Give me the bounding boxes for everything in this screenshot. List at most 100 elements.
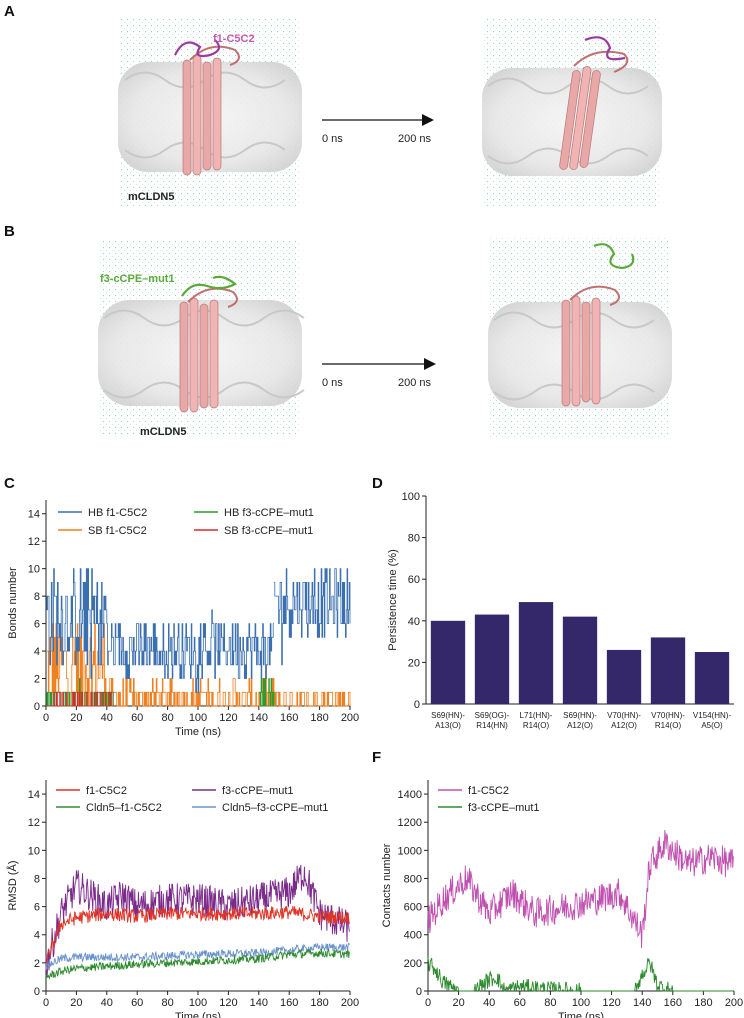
md-snapshot-a-end: [482, 18, 662, 206]
time-arrow-b: [322, 358, 436, 370]
x-tick-label: 0: [43, 712, 49, 724]
legend-label: f3-cCPE–mut1: [222, 785, 294, 797]
y-tick-label: 12: [28, 536, 40, 548]
y-tick-label: 200: [404, 958, 422, 970]
legend-label: f3-cCPE–mut1: [468, 802, 540, 814]
series-line: [274, 568, 351, 666]
x-tick-label: 120: [219, 712, 237, 724]
y-tick-label: 4: [34, 646, 40, 658]
x-axis-label: Time (ns): [175, 726, 221, 738]
time-start-b: 0 ns: [322, 377, 343, 389]
bar: [606, 649, 642, 704]
chart-e-rmsd: 0 20 40 60 80 100 120 140 160 180 200 0 2 4 6 8 10 12 14 Ti…: [6, 780, 359, 1018]
chart-c-bonds-number: 0 20 40 60 80 100 120 140 160 180 200 0 2 4 6 8 10 12 14 Ti…: [7, 500, 359, 738]
bar: [562, 616, 598, 704]
panel-label-e: E: [4, 749, 14, 766]
x-tick-label: 40: [483, 997, 495, 1009]
chart-d-persistence-time: 0 20 40 60 80 100 Persistence time (%) S69(HN)-…: [387, 491, 734, 730]
y-tick-label: 10: [28, 845, 40, 857]
md-snapshot-b-end: [488, 238, 672, 438]
x-tick-label: 60: [131, 712, 143, 724]
legend-label: Cldn5–f1-C5C2: [86, 802, 162, 814]
bar: [430, 620, 466, 704]
chart-f-contacts-number: 0 20 40 60 80 100 120 140 160 180 200 0 200 400 600 800…: [381, 780, 743, 1018]
y-tick-label: 2: [34, 674, 40, 686]
x-tick-label: 60: [131, 997, 143, 1009]
peptide-ribbon-a-end: [584, 36, 626, 61]
claudin-helix-bundle-a-end: [559, 50, 629, 170]
claudin-helix-bundle-b-end: [561, 285, 620, 407]
ligand-label-b: f3-cCPE–mut1: [100, 273, 175, 285]
y-tick-label: 2: [34, 958, 40, 970]
series-line: [46, 691, 115, 707]
y-tick-label: 12: [28, 817, 40, 829]
series-line: [46, 568, 108, 679]
x-tick-label: R14(HN): [476, 721, 508, 730]
time-arrow-a: [322, 114, 434, 126]
legend-label: SB f3-cCPE–mut1: [224, 525, 313, 537]
y-tick-label: 400: [404, 930, 422, 942]
series-line: [427, 957, 734, 993]
x-tick-label: 180: [694, 997, 712, 1009]
bar: [518, 602, 554, 704]
legend-label: HB f1-C5C2: [88, 507, 147, 519]
legend-label: SB f1-C5C2: [88, 525, 147, 537]
x-tick-label: A12(O): [611, 721, 637, 730]
x-tick-label: 180: [310, 712, 328, 724]
y-tick-label: 14: [28, 789, 40, 801]
series-line: [258, 678, 275, 707]
y-tick-label: 14: [28, 509, 40, 521]
y-axis-label: Persistence time (%): [387, 549, 399, 650]
panel-label-c: C: [4, 475, 15, 492]
x-tick-label: L71(HN)-: [520, 711, 553, 720]
y-tick-label: 600: [404, 902, 422, 914]
series-line: [106, 664, 275, 707]
x-tick-label: S69(HN)-: [431, 711, 465, 720]
x-tick-label: 100: [572, 997, 590, 1009]
peptide-ribbon-a-start: [174, 39, 221, 58]
y-tick-label: 0: [414, 699, 420, 711]
x-tick-label: 40: [101, 997, 113, 1009]
y-tick-label: 6: [34, 902, 40, 914]
x-tick-label: 140: [250, 997, 268, 1009]
x-tick-label: 80: [161, 997, 173, 1009]
time-end-b: 200 ns: [398, 377, 432, 389]
x-tick-label: 160: [280, 712, 298, 724]
peptide-ribbon-b-end: [593, 243, 635, 270]
y-tick-label: 6: [34, 619, 40, 631]
x-tick-label: 60: [514, 997, 526, 1009]
series-line: [427, 830, 734, 949]
x-tick-label: 200: [341, 997, 359, 1009]
bar: [694, 652, 730, 704]
ligand-label-a: f1-C5C2: [213, 33, 255, 45]
series-line: [45, 906, 350, 968]
x-tick-label: A13(O): [435, 721, 461, 730]
x-tick-label: 100: [189, 712, 207, 724]
x-tick-label: 120: [602, 997, 620, 1009]
y-tick-label: 1200: [398, 817, 422, 829]
y-tick-label: 60: [408, 574, 420, 586]
y-tick-label: 1400: [398, 789, 422, 801]
x-tick-label: 0: [425, 997, 431, 1009]
x-tick-label: 20: [452, 997, 464, 1009]
x-tick-label: 0: [43, 997, 49, 1009]
y-tick-label: 8: [34, 873, 40, 885]
x-tick-label: A5(O): [701, 721, 723, 730]
x-tick-label: 120: [219, 997, 237, 1009]
y-tick-label: 40: [408, 616, 420, 628]
bar: [474, 614, 510, 704]
x-tick-label: A12(O): [567, 721, 593, 730]
panel-label-f: F: [372, 749, 381, 766]
y-tick-label: 10: [28, 564, 40, 576]
panel-label-d: D: [372, 475, 383, 492]
x-tick-label: 200: [341, 712, 359, 724]
x-tick-label: S69(HN)-: [563, 711, 597, 720]
x-tick-label: 80: [544, 997, 556, 1009]
panel-label-a: A: [4, 3, 15, 20]
x-tick-label: 160: [664, 997, 682, 1009]
receptor-label-b: mCLDN5: [140, 426, 186, 438]
series-line: [106, 609, 274, 693]
y-tick-label: 80: [408, 533, 420, 545]
y-tick-label: 4: [34, 930, 40, 942]
x-tick-label: 40: [101, 712, 113, 724]
